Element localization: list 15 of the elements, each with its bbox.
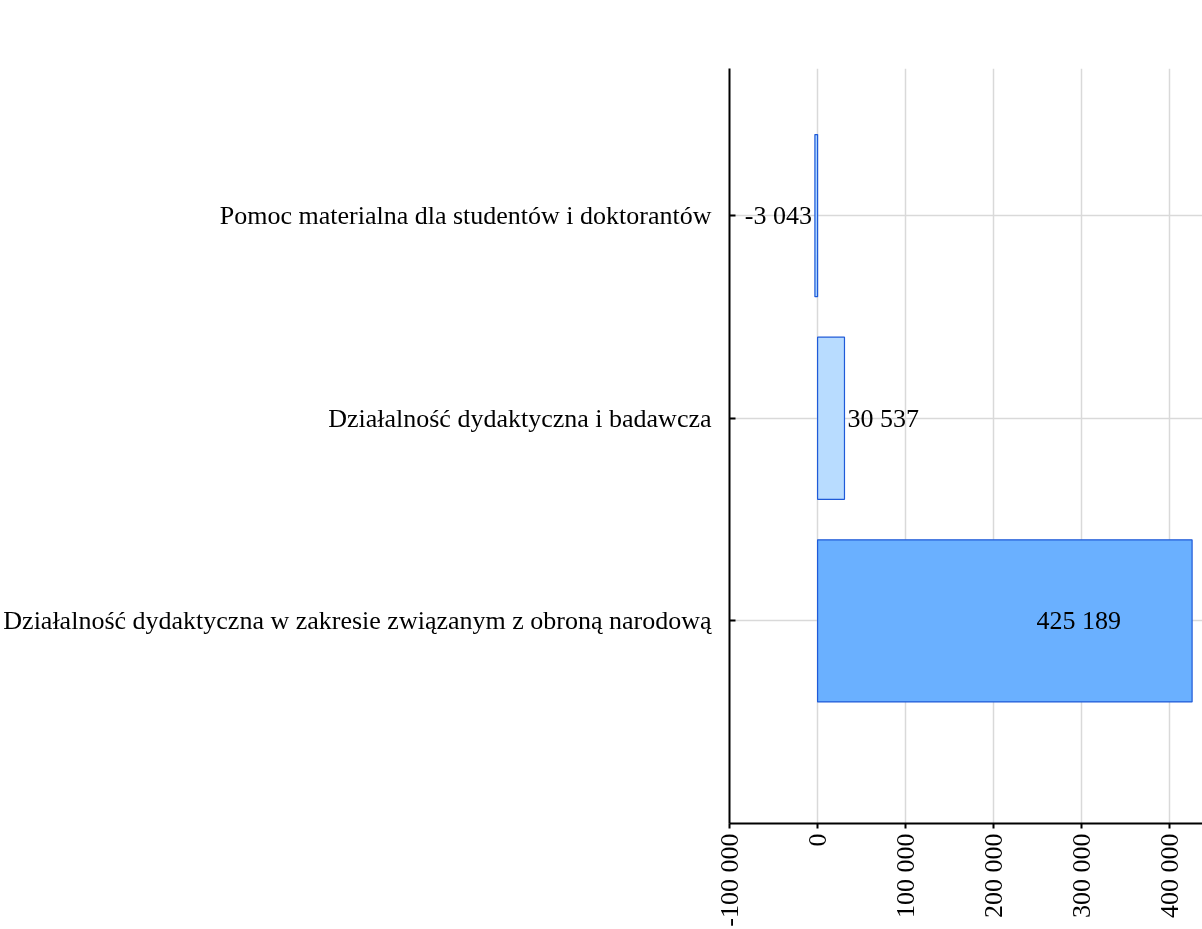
bar: [816, 336, 846, 500]
y-tick-label: Działalność dydaktyczna w zakresie związanym z obroną narodową: [3, 606, 712, 636]
x-tick-label: 300 000: [1067, 833, 1097, 918]
bar: [816, 539, 1193, 703]
x-tick-label: 400 000: [1155, 833, 1185, 918]
x-tick-label: 200 000: [979, 833, 1009, 918]
y-tick-label: Pomoc materialna dla studentów i doktorantów: [219, 201, 712, 231]
data-label: 30 537: [847, 403, 919, 433]
data-label: -3 043: [744, 201, 812, 231]
bar: [814, 133, 819, 298]
data-label: 425 189: [1036, 606, 1122, 636]
x-tick-label: 0: [803, 833, 833, 847]
x-tick-label: -100 000: [715, 833, 744, 927]
x-tick-label: 100 000: [891, 833, 921, 918]
y-tick-label: Działalność dydaktyczna i badawcza: [328, 403, 712, 433]
